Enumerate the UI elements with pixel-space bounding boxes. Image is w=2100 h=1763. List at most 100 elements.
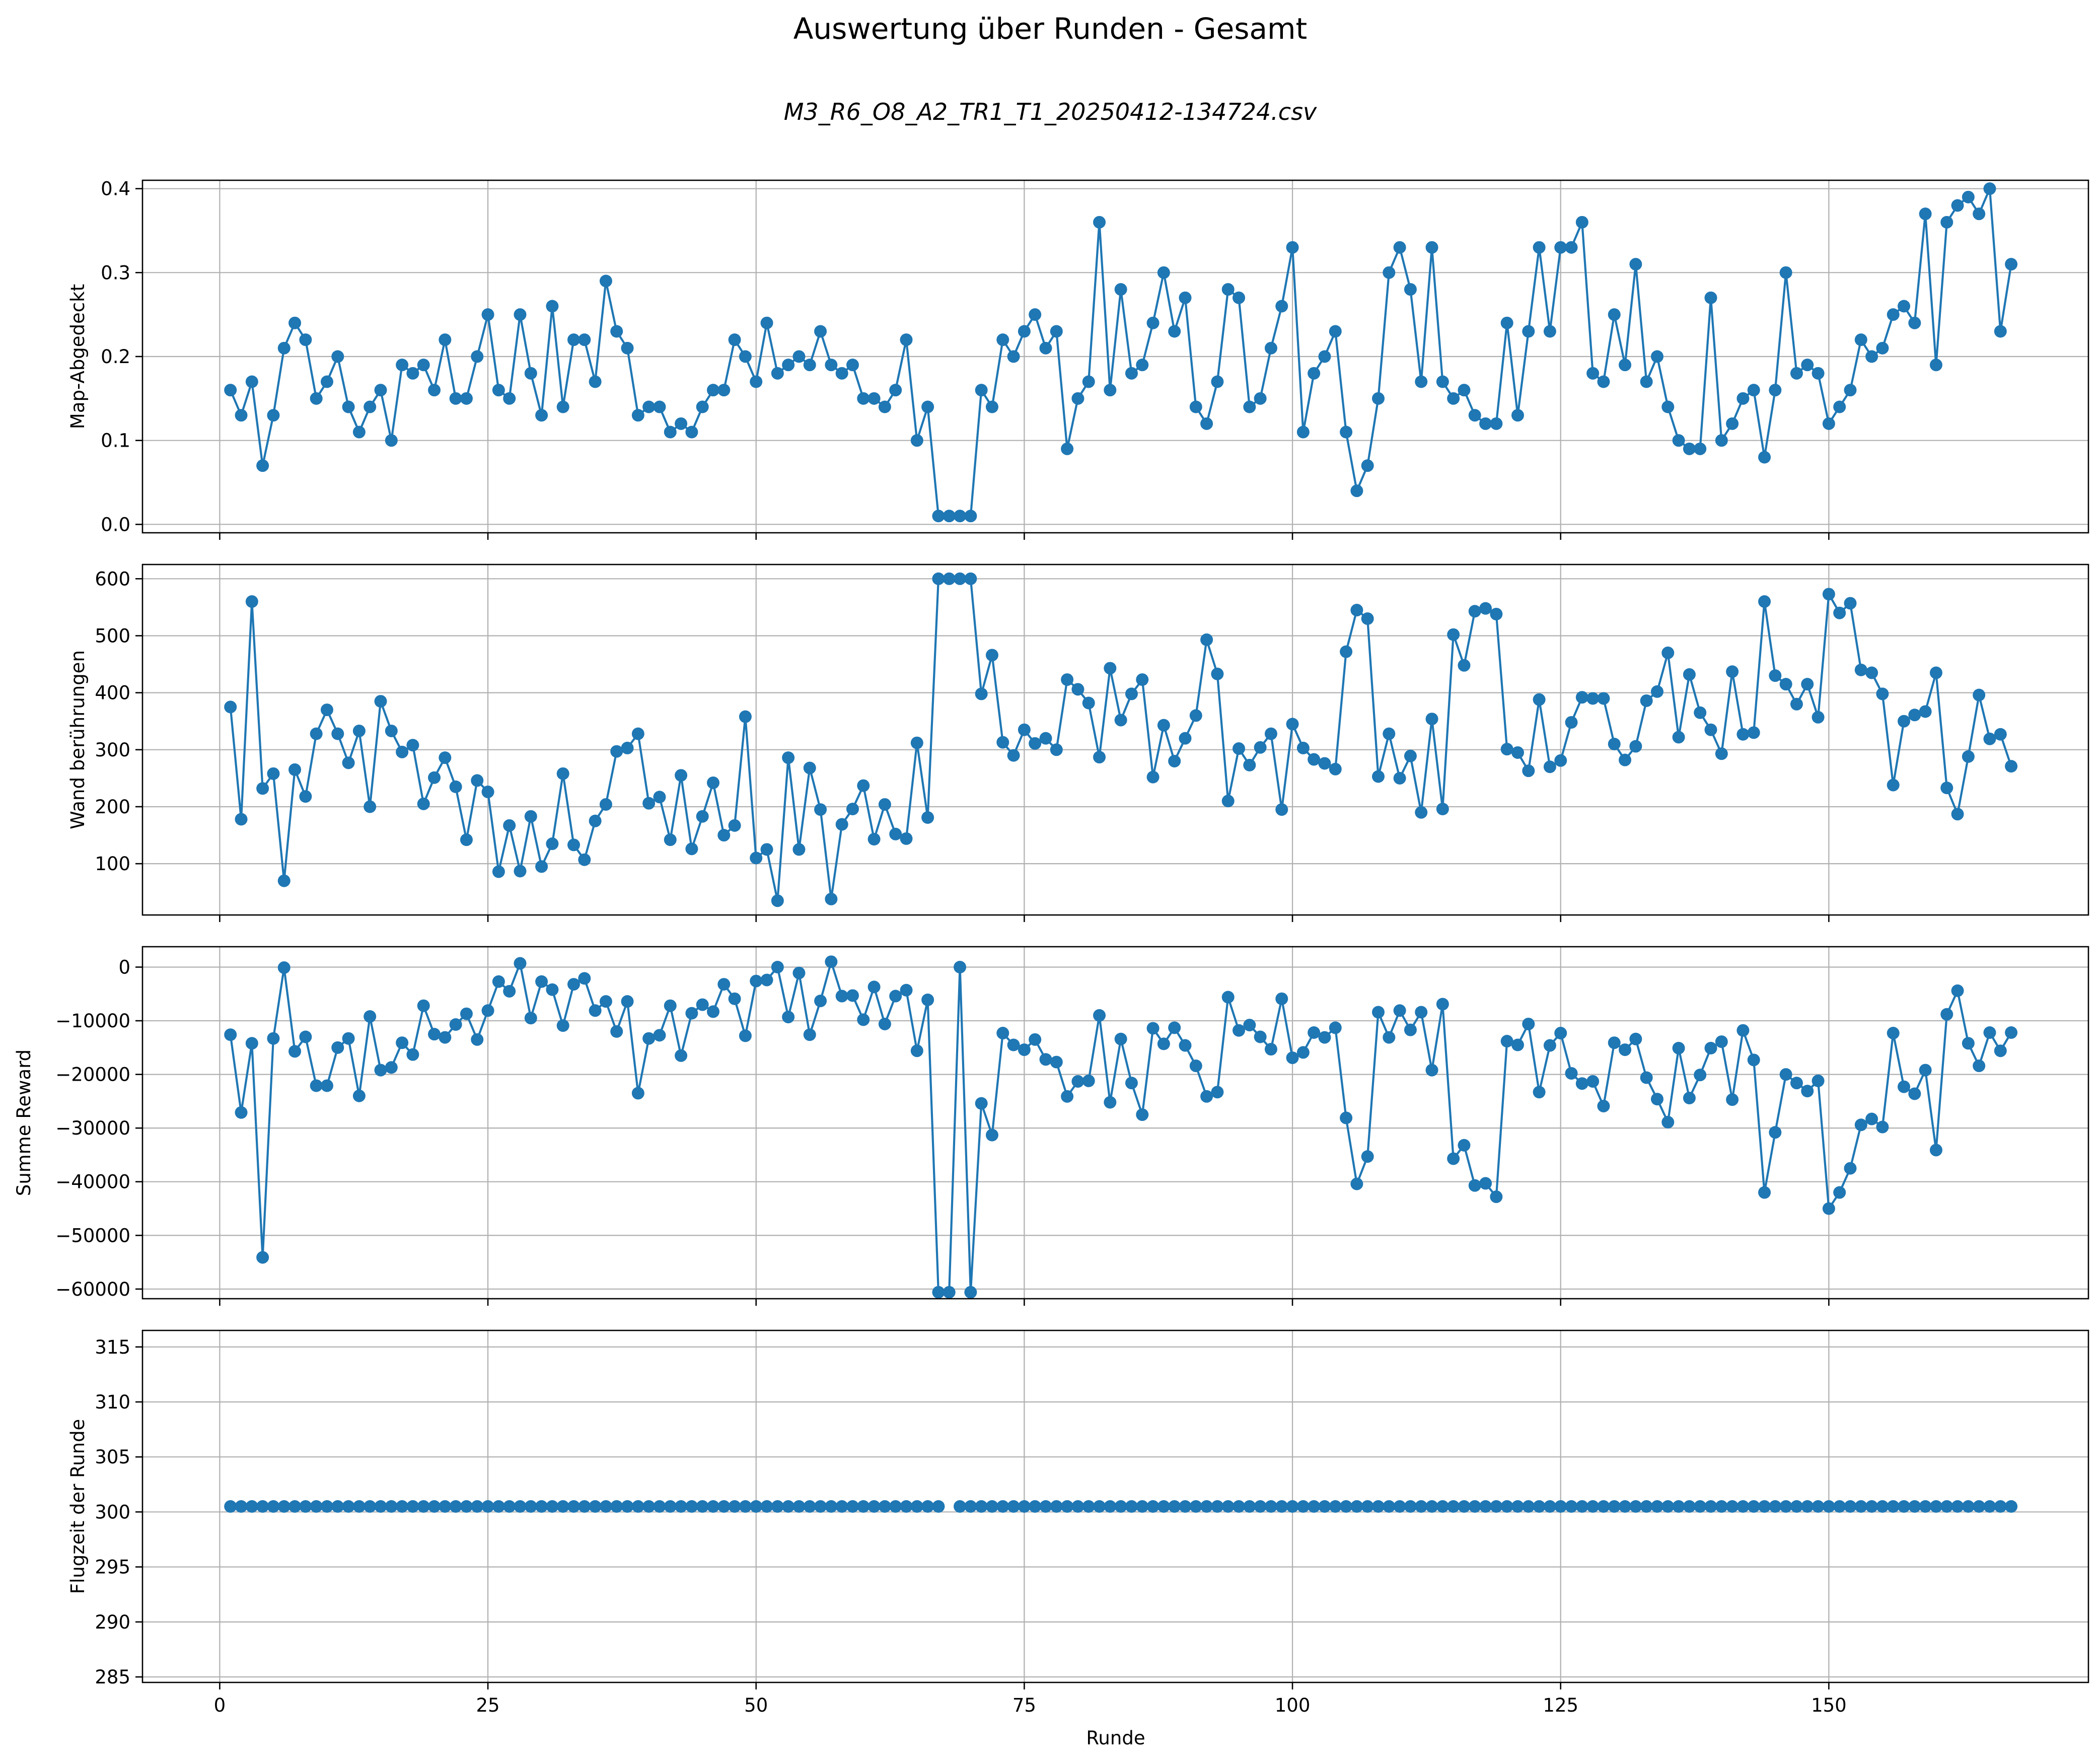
data-point: [1211, 1086, 1224, 1099]
data-point: [1715, 747, 1728, 760]
data-point: [481, 786, 494, 799]
y-tick-label: 500: [95, 625, 130, 647]
data-point: [546, 300, 559, 313]
data-point: [1554, 754, 1567, 767]
data-point: [1050, 1500, 1063, 1513]
y-tick-label: 0.3: [101, 262, 130, 284]
data-point: [1747, 1053, 1760, 1067]
data-point: [857, 392, 870, 405]
data-point: [514, 865, 527, 878]
data-point: [696, 1500, 709, 1513]
data-point: [224, 1500, 237, 1513]
data-point: [1318, 1500, 1331, 1513]
data-point: [1640, 1071, 1653, 1084]
data-point: [288, 1045, 302, 1058]
data-point: [1200, 633, 1213, 646]
data-point: [1747, 384, 1760, 397]
data-point: [1296, 741, 1310, 754]
data-point: [1458, 1500, 1471, 1513]
data-point: [449, 1500, 462, 1513]
data-point: [889, 1500, 902, 1513]
data-point: [857, 1013, 870, 1026]
data-point: [245, 595, 258, 608]
data-point: [803, 1028, 816, 1041]
data-point: [352, 1500, 366, 1513]
data-point: [1940, 1008, 1953, 1021]
data-point: [1372, 392, 1385, 405]
data-point: [288, 316, 302, 329]
data-point: [535, 860, 548, 873]
panel-wand: 100 200 300 400 500 600 Wand berührungen: [67, 563, 2089, 922]
data-point: [1468, 1179, 1481, 1192]
data-point: [1082, 1500, 1095, 1513]
data-point: [1243, 400, 1256, 413]
data-point: [1071, 1075, 1084, 1088]
data-point: [256, 459, 269, 472]
data-point: [1018, 325, 1031, 338]
data-point: [364, 800, 377, 813]
data-point: [320, 1079, 333, 1092]
data-point: [277, 874, 291, 887]
data-point: [900, 333, 913, 346]
data-point: [975, 384, 988, 397]
data-point: [567, 838, 581, 852]
data-point: [524, 810, 537, 823]
data-point: [235, 1106, 248, 1119]
data-point: [417, 999, 430, 1012]
data-point: [1672, 731, 1685, 744]
data-point: [599, 274, 612, 288]
y-tick-label: −40000: [55, 1171, 130, 1193]
data-point: [621, 995, 634, 1008]
data-point: [1554, 1500, 1567, 1513]
data-point: [889, 384, 902, 397]
data-point: [1436, 375, 1449, 388]
data-point: [1704, 1500, 1717, 1513]
data-point: [685, 426, 698, 439]
data-point: [1726, 1500, 1739, 1513]
data-point: [1565, 1067, 1578, 1080]
data-point: [1822, 1500, 1835, 1513]
data-point: [1554, 241, 1567, 254]
data-point: [1650, 685, 1663, 698]
data-point: [1039, 1053, 1052, 1066]
data-point: [524, 367, 537, 380]
data-point: [1736, 728, 1750, 741]
data-point: [1393, 241, 1406, 254]
data-point: [610, 1500, 623, 1513]
data-point: [1146, 1022, 1160, 1035]
data-point: [685, 1500, 698, 1513]
data-point: [1919, 207, 1932, 221]
data-point: [1769, 669, 1782, 682]
y-tick-label: 0.0: [101, 514, 130, 535]
data-point: [1608, 1036, 1621, 1049]
data-point: [439, 751, 452, 764]
data-point: [1683, 1500, 1696, 1513]
data-point: [224, 1028, 237, 1041]
data-point: [1082, 375, 1095, 388]
data-point: [1865, 666, 1878, 679]
data-point: [406, 367, 419, 380]
y-tick-label: 310: [95, 1391, 130, 1413]
data-point: [1994, 325, 2007, 338]
data-point: [1619, 1500, 1632, 1513]
data-point: [1093, 751, 1106, 764]
data-point: [1597, 1500, 1610, 1513]
data-point: [803, 1500, 816, 1513]
data-point: [1029, 1033, 1042, 1046]
data-point: [621, 341, 634, 355]
data-point: [878, 1500, 891, 1513]
data-point: [1694, 706, 1707, 719]
data-point: [1586, 1500, 1600, 1513]
data-point: [1586, 367, 1600, 380]
data-point: [1029, 737, 1042, 750]
data-point: [1404, 283, 1417, 296]
data-point: [1940, 782, 1953, 795]
data-point: [310, 1500, 323, 1513]
data-point: [2005, 258, 2018, 271]
data-point: [1694, 1500, 1707, 1513]
data-point: [1908, 1087, 1921, 1100]
data-point: [696, 810, 709, 823]
data-point: [1479, 602, 1492, 615]
data-point: [567, 978, 581, 991]
chart-title: Auswertung über Runden - Gesamt: [793, 12, 1308, 46]
